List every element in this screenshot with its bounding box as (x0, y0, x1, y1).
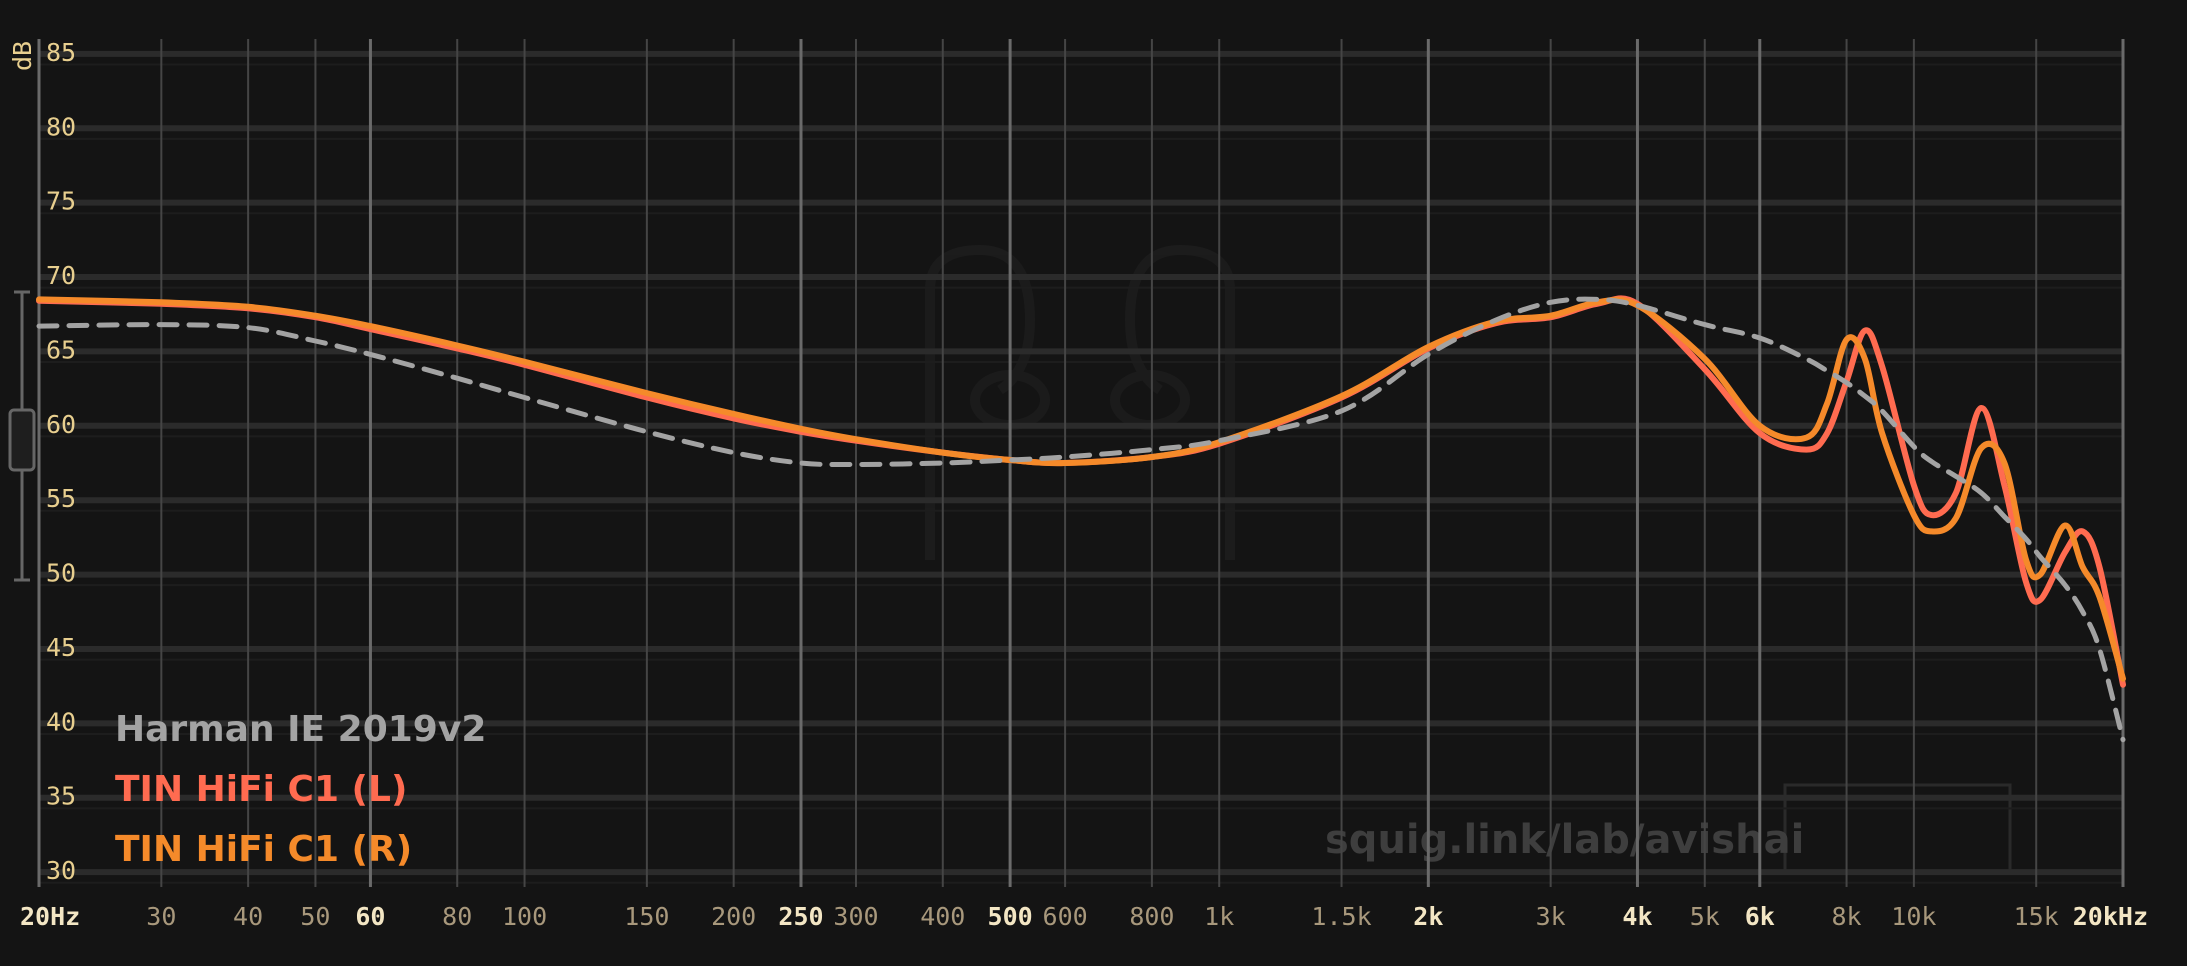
y-tick-label: 45 (46, 633, 76, 662)
y-axis-label: dB (8, 41, 37, 71)
frequency-response-line (36, 296, 2126, 682)
x-tick-label: 15k (2014, 902, 2059, 931)
y-tick-label: 75 (46, 187, 76, 216)
x-tick-label: 8k (1832, 902, 1862, 931)
x-tick-label: 10k (1891, 902, 1936, 931)
x-tick-label: 250 (778, 902, 823, 931)
x-tick-label: 500 (988, 902, 1033, 931)
y-tick-label: 50 (46, 559, 76, 588)
x-tick-label: 400 (920, 902, 965, 931)
x-tick-label: 1k (1204, 902, 1234, 931)
frequency-response-line (36, 296, 2126, 743)
x-tick-label: 60 (355, 902, 385, 931)
x-tick-label: 100 (502, 902, 547, 931)
y-tick-label: 70 (46, 261, 76, 290)
y-tick-label: 60 (46, 410, 76, 439)
x-tick-label: 800 (1129, 902, 1174, 931)
x-tick-label: 3k (1536, 902, 1566, 931)
legend-entry: Harman IE 2019v2 (115, 709, 486, 750)
x-tick-label: 150 (624, 902, 669, 931)
slider-handle (8, 408, 36, 472)
legend-entry: TIN HiFi C1 (R) (115, 829, 412, 870)
x-tick-label: 2k (1413, 902, 1443, 931)
x-tick-label: 50 (300, 902, 330, 931)
x-tick-label: 4k (1622, 902, 1652, 931)
x-tick-label: 80 (442, 902, 472, 931)
y-tick-label: 80 (46, 112, 76, 141)
y-tick-label: 55 (46, 484, 76, 513)
y-tick-label: 65 (46, 335, 76, 364)
x-tick-label: 6k (1745, 902, 1775, 931)
legend-entry: TIN HiFi C1 (L) (115, 769, 407, 810)
x-tick-label: 600 (1043, 902, 1088, 931)
x-tick-label: 300 (833, 902, 878, 931)
x-tick-label: 20Hz (20, 902, 80, 931)
y-tick-label: 30 (46, 856, 76, 885)
x-tick-label: 30 (146, 902, 176, 931)
watermark: squig.link/lab/avishai (1325, 817, 1804, 863)
y-tick-label: 40 (46, 707, 76, 736)
y-tick-label: 85 (46, 38, 76, 67)
y-tick-label: 35 (46, 782, 76, 811)
x-tick-label: 5k (1690, 902, 1720, 931)
x-tick-label: 20kHz (2073, 902, 2148, 931)
x-tick-label: 1.5k (1311, 902, 1371, 931)
x-tick-label: 40 (233, 902, 263, 931)
x-tick-label: 200 (711, 902, 756, 931)
